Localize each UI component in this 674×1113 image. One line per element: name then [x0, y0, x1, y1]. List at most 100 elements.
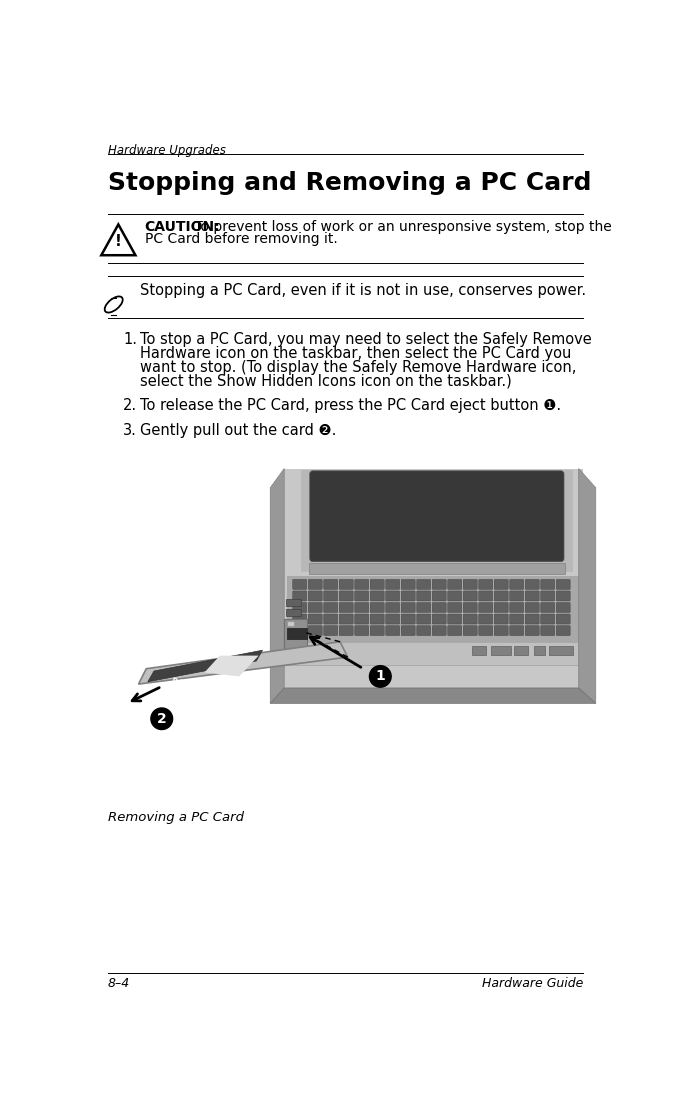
FancyBboxPatch shape: [370, 580, 384, 590]
Polygon shape: [148, 650, 262, 682]
Text: PC Card before removing it.: PC Card before removing it.: [145, 233, 338, 246]
FancyBboxPatch shape: [556, 591, 570, 601]
Polygon shape: [138, 642, 348, 684]
FancyBboxPatch shape: [494, 602, 508, 612]
Polygon shape: [284, 469, 584, 696]
Bar: [286, 600, 301, 605]
Text: Hardware icon on the taskbar, then select the PC Card you: Hardware icon on the taskbar, then selec…: [140, 346, 572, 361]
Bar: [514, 646, 528, 654]
FancyBboxPatch shape: [479, 614, 493, 624]
FancyBboxPatch shape: [308, 580, 322, 590]
FancyBboxPatch shape: [541, 626, 555, 636]
Text: 8–4: 8–4: [107, 977, 130, 991]
FancyBboxPatch shape: [556, 614, 570, 624]
Text: 2: 2: [157, 711, 166, 726]
FancyBboxPatch shape: [355, 591, 369, 601]
FancyBboxPatch shape: [541, 614, 555, 624]
FancyBboxPatch shape: [324, 626, 338, 636]
Text: To stop a PC Card, you may need to select the Safely Remove: To stop a PC Card, you may need to selec…: [140, 332, 592, 347]
Polygon shape: [270, 469, 284, 703]
FancyBboxPatch shape: [463, 602, 477, 612]
Text: To release the PC Card, press the PC Card eject button ❶.: To release the PC Card, press the PC Car…: [140, 398, 561, 413]
Text: Hardware Guide: Hardware Guide: [482, 977, 584, 991]
Text: Stopping a PC Card, even if it is not in use, conserves power.: Stopping a PC Card, even if it is not in…: [140, 283, 586, 298]
FancyBboxPatch shape: [386, 591, 400, 601]
Text: 1: 1: [375, 669, 385, 683]
FancyBboxPatch shape: [293, 614, 307, 624]
Text: 2.: 2.: [123, 398, 137, 413]
FancyBboxPatch shape: [417, 591, 431, 601]
FancyBboxPatch shape: [324, 602, 338, 612]
Bar: [287, 621, 293, 626]
Circle shape: [369, 666, 391, 687]
FancyBboxPatch shape: [463, 591, 477, 601]
FancyBboxPatch shape: [556, 602, 570, 612]
FancyBboxPatch shape: [432, 626, 446, 636]
FancyBboxPatch shape: [448, 626, 462, 636]
FancyBboxPatch shape: [479, 626, 493, 636]
FancyBboxPatch shape: [324, 591, 338, 601]
FancyBboxPatch shape: [386, 626, 400, 636]
Text: Removing a PC Card: Removing a PC Card: [107, 811, 243, 824]
FancyBboxPatch shape: [401, 626, 415, 636]
FancyBboxPatch shape: [494, 580, 508, 590]
FancyBboxPatch shape: [463, 614, 477, 624]
FancyBboxPatch shape: [355, 614, 369, 624]
FancyBboxPatch shape: [463, 580, 477, 590]
FancyBboxPatch shape: [355, 626, 369, 636]
FancyBboxPatch shape: [510, 614, 524, 624]
Text: 1.: 1.: [123, 332, 137, 347]
FancyBboxPatch shape: [339, 591, 353, 601]
Text: PC CARD
SOLUTION: PC CARD SOLUTION: [168, 677, 216, 707]
FancyBboxPatch shape: [541, 602, 555, 612]
FancyBboxPatch shape: [432, 614, 446, 624]
FancyBboxPatch shape: [510, 580, 524, 590]
FancyBboxPatch shape: [370, 614, 384, 624]
FancyBboxPatch shape: [417, 626, 431, 636]
FancyBboxPatch shape: [339, 602, 353, 612]
FancyBboxPatch shape: [448, 580, 462, 590]
FancyBboxPatch shape: [308, 614, 322, 624]
FancyBboxPatch shape: [448, 591, 462, 601]
FancyBboxPatch shape: [386, 614, 400, 624]
FancyBboxPatch shape: [401, 580, 415, 590]
FancyBboxPatch shape: [310, 471, 564, 562]
Bar: [472, 646, 486, 654]
FancyBboxPatch shape: [541, 580, 555, 590]
FancyBboxPatch shape: [339, 614, 353, 624]
FancyBboxPatch shape: [370, 626, 384, 636]
FancyBboxPatch shape: [448, 614, 462, 624]
Bar: [286, 610, 301, 615]
Bar: [549, 646, 572, 654]
FancyBboxPatch shape: [432, 580, 446, 590]
FancyBboxPatch shape: [401, 602, 415, 612]
FancyBboxPatch shape: [401, 591, 415, 601]
Polygon shape: [579, 469, 596, 703]
Text: Stopping and Removing a PC Card: Stopping and Removing a PC Card: [107, 170, 591, 195]
Bar: [309, 563, 565, 574]
FancyBboxPatch shape: [308, 602, 322, 612]
Bar: [287, 628, 307, 640]
Polygon shape: [270, 688, 596, 703]
Text: !: !: [115, 234, 122, 249]
FancyBboxPatch shape: [479, 580, 493, 590]
FancyBboxPatch shape: [417, 602, 431, 612]
FancyBboxPatch shape: [355, 580, 369, 590]
FancyBboxPatch shape: [293, 602, 307, 612]
Bar: [284, 642, 584, 664]
FancyBboxPatch shape: [556, 626, 570, 636]
FancyBboxPatch shape: [525, 580, 539, 590]
FancyBboxPatch shape: [525, 602, 539, 612]
FancyBboxPatch shape: [556, 580, 570, 590]
Text: select the Show Hidden Icons icon on the taskbar.): select the Show Hidden Icons icon on the…: [140, 374, 512, 388]
FancyBboxPatch shape: [293, 591, 307, 601]
FancyBboxPatch shape: [432, 591, 446, 601]
Text: CAUTION:: CAUTION:: [145, 219, 220, 234]
FancyBboxPatch shape: [541, 591, 555, 601]
FancyBboxPatch shape: [448, 602, 462, 612]
FancyBboxPatch shape: [355, 602, 369, 612]
FancyBboxPatch shape: [339, 626, 353, 636]
FancyBboxPatch shape: [525, 591, 539, 601]
Text: 3.: 3.: [123, 423, 137, 439]
FancyBboxPatch shape: [339, 580, 353, 590]
